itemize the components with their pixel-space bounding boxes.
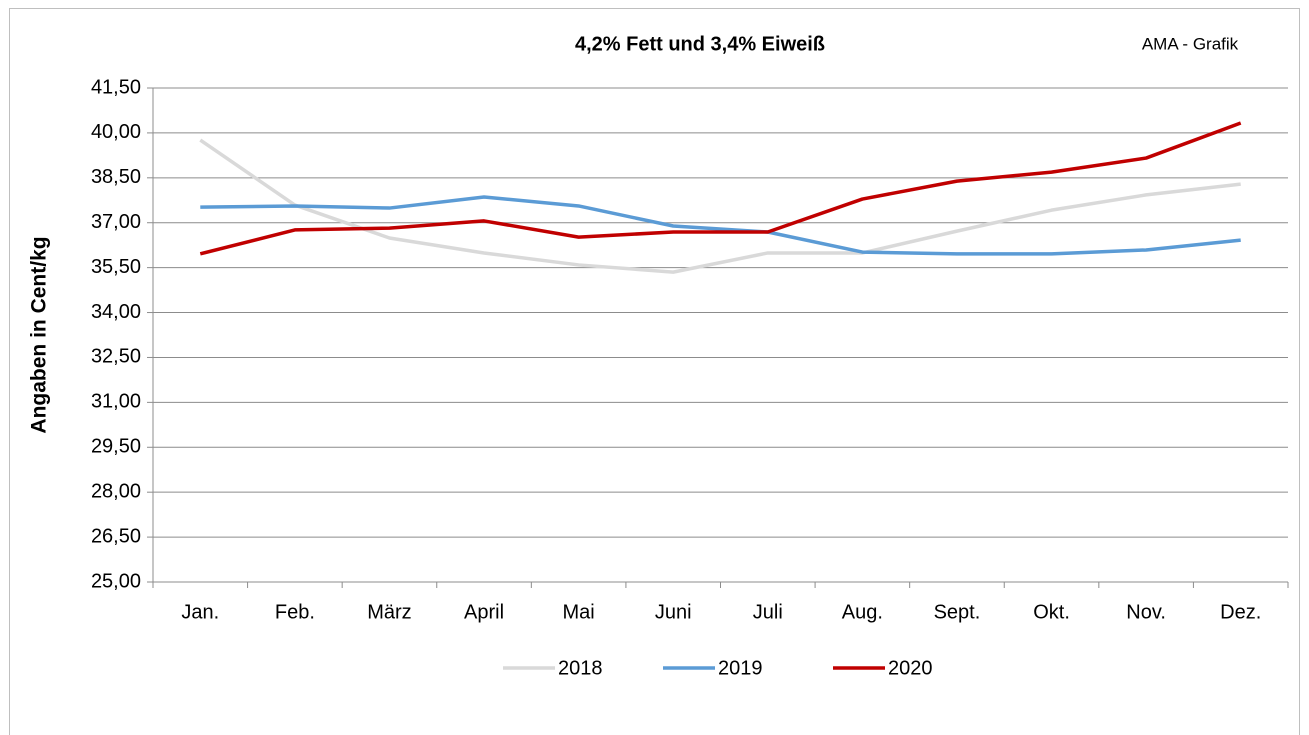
y-tick-label: 32,50 — [91, 346, 141, 368]
line-series — [199, 121, 1242, 256]
x-tick-label: Nov. — [1126, 601, 1166, 623]
y-tick-label: 29,50 — [91, 436, 141, 458]
x-tick-label: Dez. — [1220, 601, 1261, 623]
y-tick-label: 35,50 — [91, 256, 141, 278]
y-axis-label: Angaben in Cent/kg — [28, 236, 51, 433]
x-tick-label: Okt. — [1033, 601, 1070, 623]
y-tick-label: 26,50 — [91, 525, 141, 547]
x-tick-label: März — [367, 601, 411, 623]
y-tick-label: 31,00 — [91, 391, 141, 413]
line-series — [200, 195, 1241, 256]
x-tick-label: Sept. — [934, 601, 981, 623]
x-tick-label: Jan. — [181, 601, 219, 623]
y-tick-label: 38,50 — [91, 166, 141, 188]
y-tick-label: 37,00 — [91, 211, 141, 233]
y-tick-label: 34,00 — [91, 301, 141, 323]
legend-label: 2018 — [558, 657, 603, 679]
legend-label: 2020 — [888, 657, 933, 679]
x-tick-label: Juli — [753, 601, 783, 623]
x-tick-label: Feb. — [275, 601, 315, 623]
chart-frame — [9, 8, 1300, 735]
y-tick-label: 28,00 — [91, 480, 141, 502]
line-series — [199, 138, 1241, 274]
y-tick-label: 41,50 — [91, 76, 141, 98]
x-tick-label: Aug. — [842, 601, 883, 623]
x-tick-label: Juni — [655, 601, 692, 623]
y-tick-label: 40,00 — [91, 121, 141, 143]
x-tick-label: Mai — [563, 601, 595, 623]
annotation: AMA - Grafik — [1142, 34, 1239, 53]
y-tick-label: 25,00 — [91, 570, 141, 592]
x-tick-label: April — [464, 601, 504, 623]
chart-title: 4,2% Fett und 3,4% Eiweiß — [575, 33, 825, 55]
legend-label: 2019 — [718, 657, 763, 679]
